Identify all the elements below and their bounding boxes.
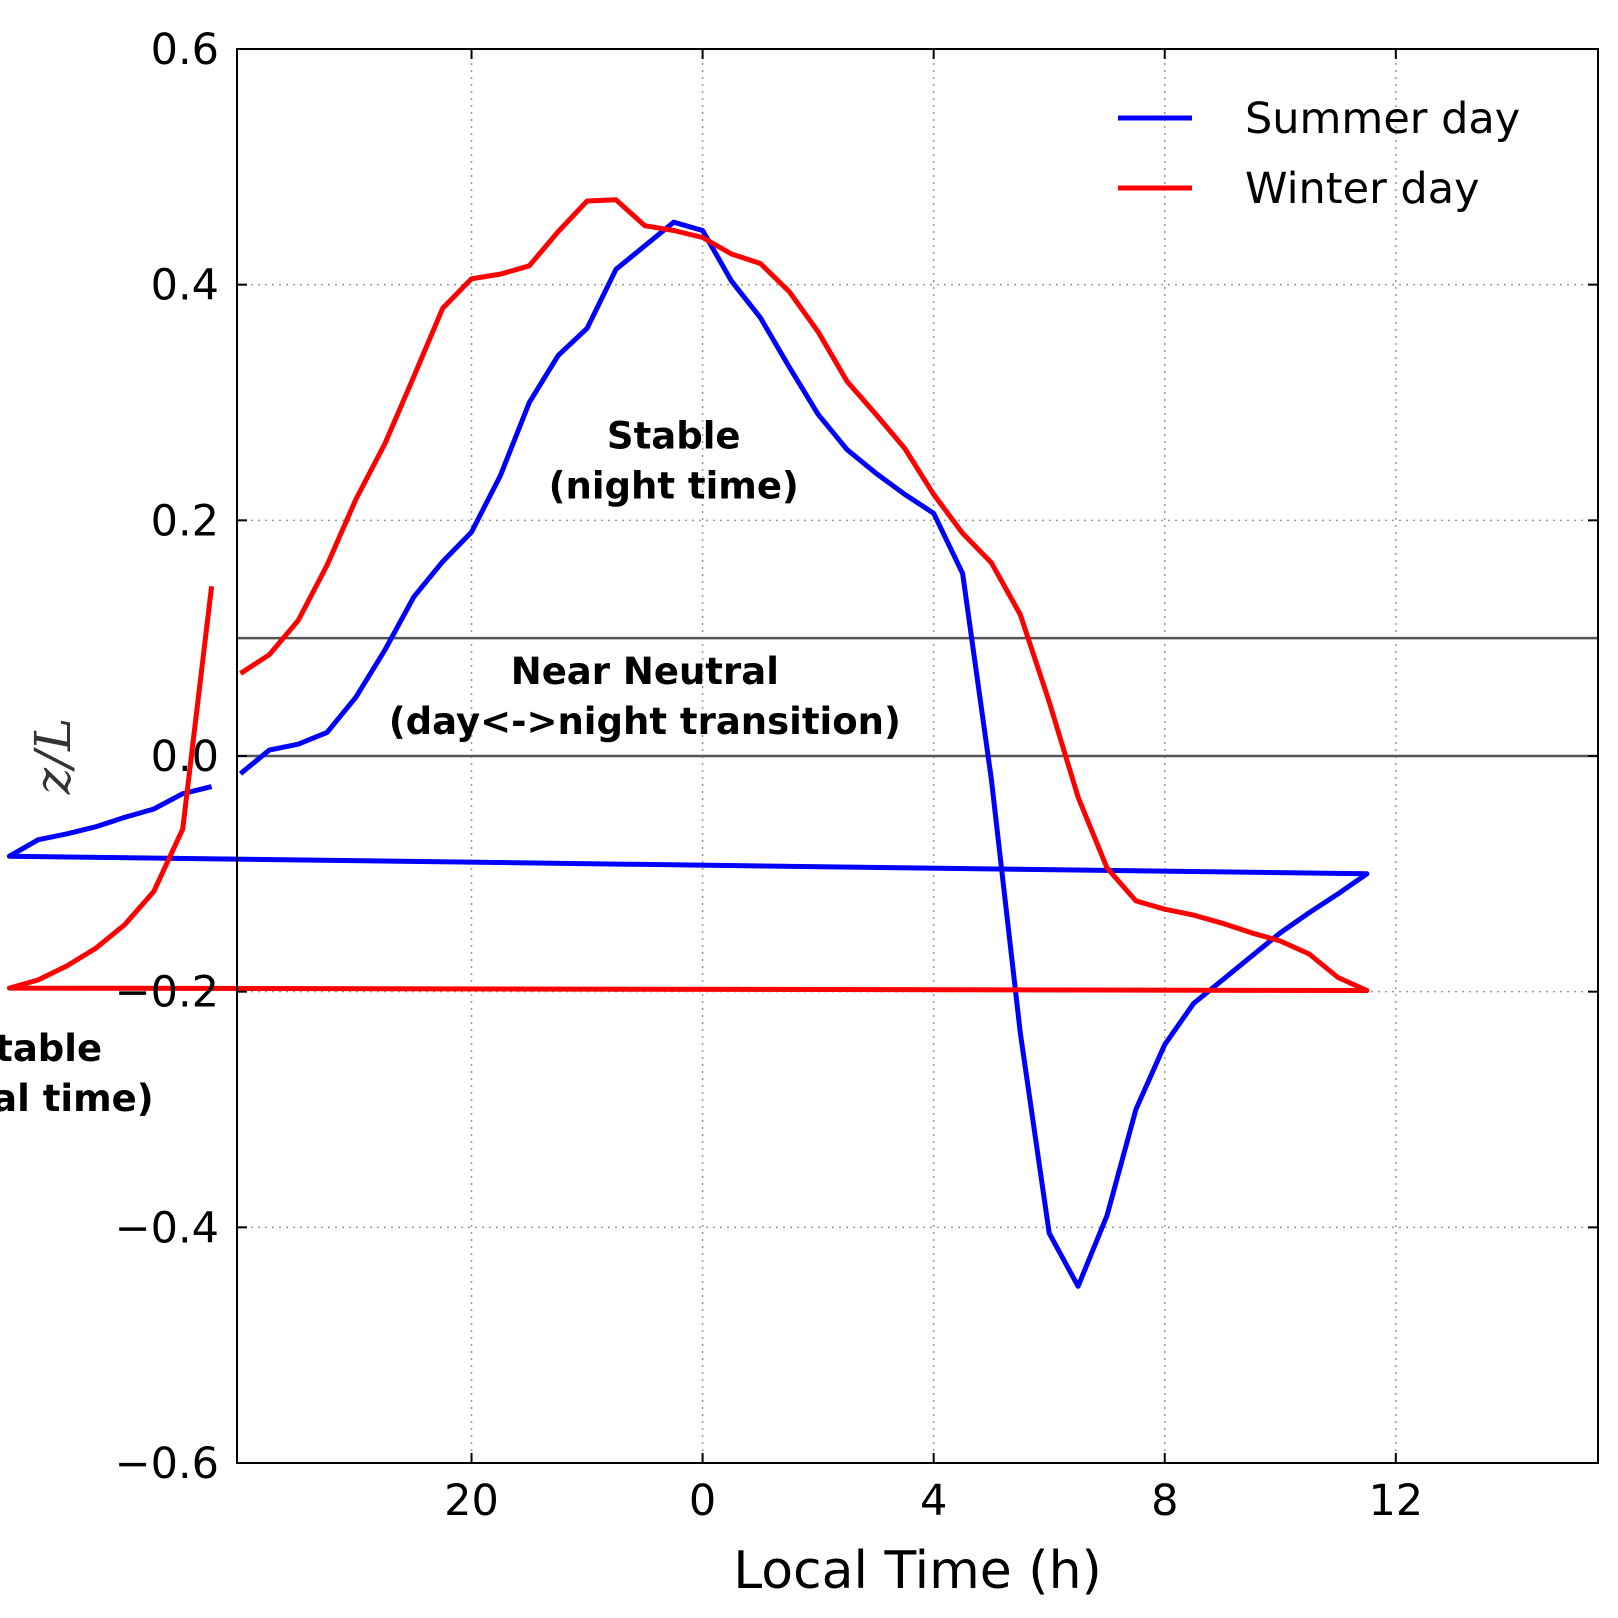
legend-label: Winter day bbox=[1245, 164, 1480, 214]
x-tick-label: 4 bbox=[920, 1476, 947, 1526]
y-axis-label: z/L bbox=[24, 718, 82, 795]
legend-label: Summer day bbox=[1245, 94, 1520, 144]
annotation-label: (day<->night transition) bbox=[389, 700, 901, 743]
annotation-label: (night time) bbox=[549, 464, 799, 507]
x-tick-label: 20 bbox=[444, 1476, 499, 1526]
y-axis-ticks: 0.6 0.4 0.2 0.0 −0.2 −0.4 −0.6 bbox=[115, 25, 1598, 1489]
y-tick-label: 0.6 bbox=[151, 25, 219, 75]
annotation-label: Near Neutral bbox=[511, 650, 779, 693]
x-axis-label: Local Time (h) bbox=[733, 1541, 1102, 1601]
y-tick-label: −0.2 bbox=[115, 968, 219, 1018]
y-tick-label: −0.6 bbox=[115, 1439, 219, 1489]
legend: Summer day Winter day bbox=[1118, 94, 1520, 214]
annotation-label: (diurnal time) bbox=[0, 1077, 154, 1120]
x-tick-label: 8 bbox=[1151, 1476, 1178, 1526]
reference-lines bbox=[237, 636, 1598, 758]
x-tick-label: 12 bbox=[1368, 1476, 1423, 1526]
annotations: Stable (night time) Near Neutral (day<->nig… bbox=[0, 414, 901, 1120]
y-tick-label: 0.0 bbox=[151, 732, 219, 782]
x-tick-label: 0 bbox=[689, 1476, 716, 1526]
annotation-label: Stable bbox=[607, 414, 741, 457]
x-axis-ticks: 20 0 4 8 12 bbox=[444, 49, 1423, 1526]
series-line-winter-day bbox=[6, 197, 1370, 993]
y-tick-label: 0.2 bbox=[151, 496, 219, 546]
y-tick-label: 0.4 bbox=[151, 261, 219, 311]
series-lines bbox=[6, 197, 1370, 1289]
annotation-label: Unstable bbox=[0, 1027, 102, 1070]
series-line-summer-day bbox=[6, 219, 1370, 1289]
y-tick-label: −0.4 bbox=[115, 1203, 219, 1253]
